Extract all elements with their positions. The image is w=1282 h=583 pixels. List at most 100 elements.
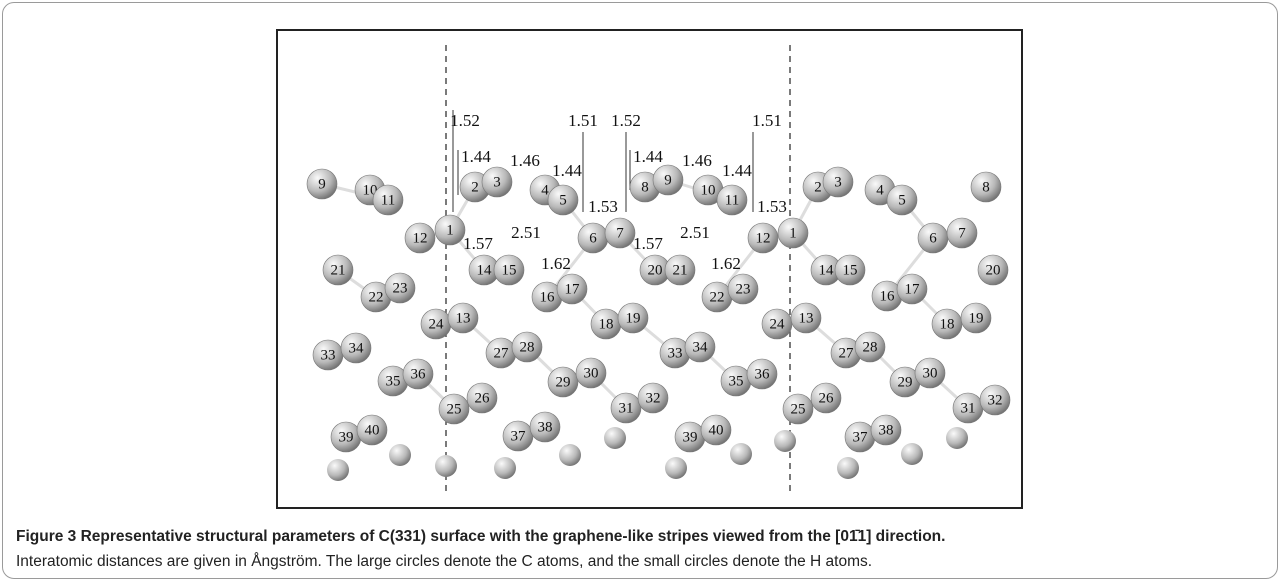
h-atom (665, 457, 687, 479)
distance-label: 1.62 (711, 254, 741, 273)
atom-label: 23 (393, 280, 408, 296)
atom-label: 24 (770, 316, 786, 332)
distance-label: 1.51 (568, 111, 598, 130)
distance-label: 2.51 (511, 223, 541, 242)
atom-label: 25 (791, 401, 806, 417)
h-atom (604, 427, 626, 449)
atom-label: 33 (321, 347, 336, 363)
atom-label: 30 (584, 365, 599, 381)
c-atom (404, 222, 436, 254)
atom-label: 27 (839, 345, 855, 361)
atom-label: 21 (331, 262, 346, 278)
atom-label: 40 (709, 422, 724, 438)
h-atom (559, 444, 581, 466)
atom-label: 34 (349, 340, 365, 356)
distance-label: 1.62 (541, 254, 571, 273)
c-atom (610, 392, 642, 424)
distance-label: 1.44 (552, 161, 582, 180)
c-atom (356, 414, 388, 446)
c-atom (834, 254, 866, 286)
distance-label: 1.53 (588, 197, 618, 216)
atom-label: 13 (799, 310, 814, 326)
atom-label: 4 (541, 182, 549, 198)
atom-label: 24 (429, 316, 445, 332)
c-atom (652, 164, 684, 196)
c-atom (547, 366, 579, 398)
c-atom (547, 184, 579, 216)
distance-label: 1.44 (633, 147, 663, 166)
atom-label: 28 (863, 339, 878, 355)
atom-label: 6 (589, 230, 597, 246)
h-atom (774, 430, 796, 452)
c-atom (727, 273, 759, 305)
atom-label: 27 (494, 345, 510, 361)
c-atom (747, 222, 779, 254)
atom-label: 39 (683, 429, 698, 445)
distance-label: 1.52 (450, 111, 480, 130)
atom-label: 28 (520, 339, 535, 355)
atom-label: 35 (729, 373, 744, 389)
distance-label: 1.57 (633, 234, 663, 253)
atom-label: 30 (923, 365, 938, 381)
atom-label: 15 (843, 262, 858, 278)
atom-label: 40 (365, 422, 380, 438)
atom-label: 32 (988, 392, 1003, 408)
atom-label: 22 (369, 289, 384, 305)
atom-label: 19 (626, 310, 641, 326)
c-atom (886, 184, 918, 216)
atom-label: 20 (648, 262, 663, 278)
distance-label: 1.51 (752, 111, 782, 130)
c-atom (946, 217, 978, 249)
c-atom (575, 357, 607, 389)
atom-label: 36 (755, 366, 771, 382)
atom-label: 38 (538, 419, 553, 435)
atom-label: 34 (693, 339, 709, 355)
atom-label: 36 (411, 366, 427, 382)
distance-label: 1.53 (757, 197, 787, 216)
c-atom (664, 254, 696, 286)
atom-label: 29 (556, 374, 571, 390)
atom-label: 1 (446, 222, 454, 238)
h-atom (946, 427, 968, 449)
atom-label: 26 (475, 390, 491, 406)
atom-label: 31 (961, 400, 976, 416)
c-atom (306, 168, 338, 200)
c-atom (322, 254, 354, 286)
atom-label: 10 (701, 182, 716, 198)
c-atom (438, 393, 470, 425)
atom-label: 9 (664, 172, 672, 188)
c-atom (822, 166, 854, 198)
atom-label: 37 (853, 429, 869, 445)
atom-label: 38 (879, 422, 894, 438)
atom-label: 17 (905, 281, 921, 297)
atom-label: 8 (982, 179, 990, 195)
atom-label: 21 (673, 262, 688, 278)
h-atom (494, 457, 516, 479)
h-atom (435, 455, 457, 477)
atom-label: 18 (599, 316, 614, 332)
c-atom (716, 184, 748, 216)
atom-label: 1 (789, 225, 797, 241)
atom-label: 15 (502, 262, 517, 278)
atom-label: 17 (565, 281, 581, 297)
atom-label: 32 (646, 390, 661, 406)
atom-label: 20 (986, 262, 1001, 278)
c-atom (870, 414, 902, 446)
c-atom (896, 273, 928, 305)
c-atom (493, 254, 525, 286)
c-atom (810, 382, 842, 414)
atom-label: 33 (668, 345, 683, 361)
c-atom (447, 302, 479, 334)
c-atom (402, 358, 434, 390)
caption-title: Figure 3 Representative structural param… (16, 528, 945, 546)
c-atom (617, 302, 649, 334)
distance-label: 1.46 (682, 151, 712, 170)
atom-label: 2 (471, 179, 479, 195)
atom-label: 11 (381, 192, 395, 208)
atom-label: 26 (819, 390, 835, 406)
c-atom (777, 217, 809, 249)
c-atom (790, 302, 822, 334)
h-atom (837, 457, 859, 479)
